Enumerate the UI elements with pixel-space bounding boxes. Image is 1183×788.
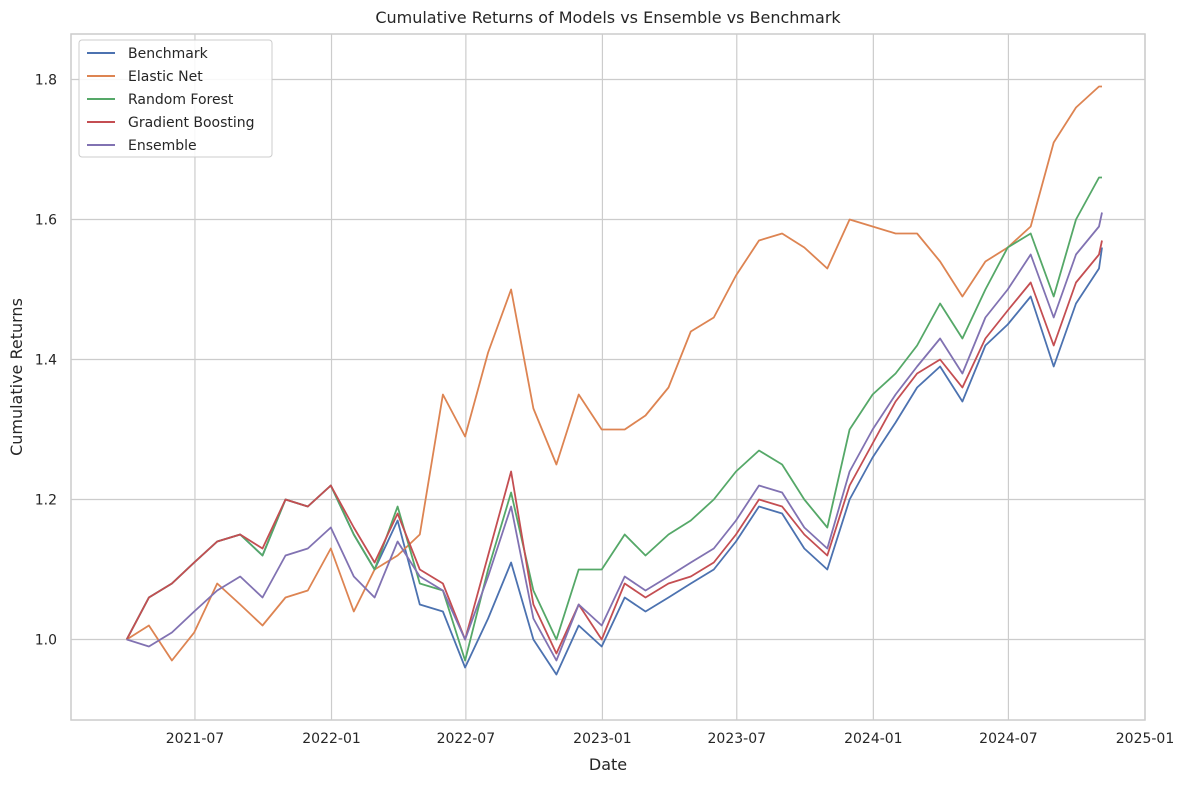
x-tick-label: 2022-01 [302,731,361,747]
legend-label-gradient-boosting: Gradient Boosting [128,115,255,131]
x-tick-label: 2021-07 [166,731,225,747]
y-axis-label: Cumulative Returns [7,298,26,456]
series-line-elastic-net [126,85,1102,662]
x-tick-label: 2024-01 [844,731,903,747]
legend-label-elastic-net: Elastic Net [128,69,203,85]
legend-label-ensemble: Ensemble [128,138,197,154]
plot-frame [70,33,1146,721]
legend-label-benchmark: Benchmark [128,46,209,62]
legend: Benchmark Elastic Net Random Forest Gradien… [78,39,273,158]
y-tick-label: 1.2 [35,493,57,509]
x-tick-label: 2023-01 [573,731,632,747]
y-tick-label: 1.6 [35,213,57,229]
x-tick-label: 2022-07 [437,731,496,747]
x-axis-label: Date [589,755,627,774]
chart-title: Cumulative Returns of Models vs Ensemble… [375,8,841,27]
y-tick-label: 1.4 [35,353,57,369]
series-lines [125,85,1103,676]
x-ticks: 2021-07 2022-01 2022-07 2023-01 2023-07 2024-… [166,731,1175,747]
x-tick-label: 2024-07 [979,731,1038,747]
y-ticks: 1.0 1.2 1.4 1.6 1.8 [35,73,57,649]
series-line-ensemble [126,212,1103,662]
y-tick-label: 1.8 [35,73,57,89]
x-tick-label: 2023-07 [708,731,767,747]
legend-label-random-forest: Random Forest [128,92,234,108]
y-tick-label: 1.0 [35,633,57,649]
legend-box [78,39,273,158]
series-line-gradient-boosting [125,240,1103,655]
x-tick-label: 2025-01 [1116,731,1175,747]
